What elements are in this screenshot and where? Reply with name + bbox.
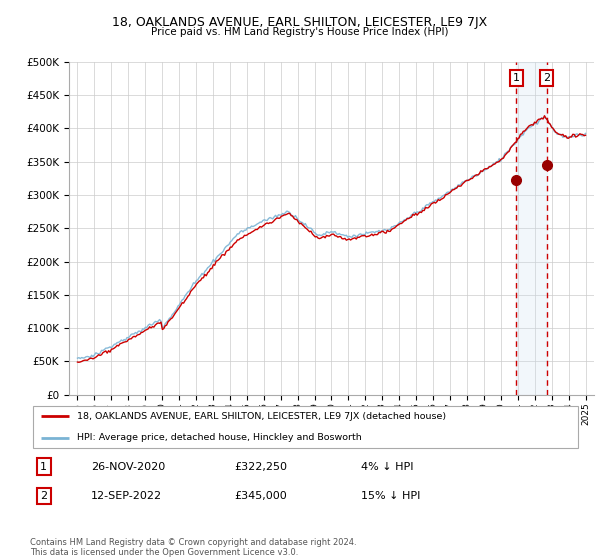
FancyBboxPatch shape — [33, 405, 578, 449]
Text: 26-NOV-2020: 26-NOV-2020 — [91, 461, 165, 472]
Text: 12-SEP-2022: 12-SEP-2022 — [91, 491, 162, 501]
Text: HPI: Average price, detached house, Hinckley and Bosworth: HPI: Average price, detached house, Hinc… — [77, 433, 362, 442]
Text: 2: 2 — [543, 73, 550, 83]
Text: 1: 1 — [513, 73, 520, 83]
Text: 18, OAKLANDS AVENUE, EARL SHILTON, LEICESTER, LE9 7JX: 18, OAKLANDS AVENUE, EARL SHILTON, LEICE… — [112, 16, 488, 29]
Text: 2: 2 — [40, 491, 47, 501]
Text: 4% ↓ HPI: 4% ↓ HPI — [361, 461, 414, 472]
Text: 1: 1 — [40, 461, 47, 472]
Text: 15% ↓ HPI: 15% ↓ HPI — [361, 491, 421, 501]
Text: Contains HM Land Registry data © Crown copyright and database right 2024.
This d: Contains HM Land Registry data © Crown c… — [30, 538, 356, 557]
Bar — [517, 62, 547, 395]
Text: 18, OAKLANDS AVENUE, EARL SHILTON, LEICESTER, LE9 7JX (detached house): 18, OAKLANDS AVENUE, EARL SHILTON, LEICE… — [77, 412, 446, 421]
Text: £322,250: £322,250 — [234, 461, 287, 472]
Text: Price paid vs. HM Land Registry's House Price Index (HPI): Price paid vs. HM Land Registry's House … — [151, 27, 449, 37]
Text: £345,000: £345,000 — [234, 491, 287, 501]
